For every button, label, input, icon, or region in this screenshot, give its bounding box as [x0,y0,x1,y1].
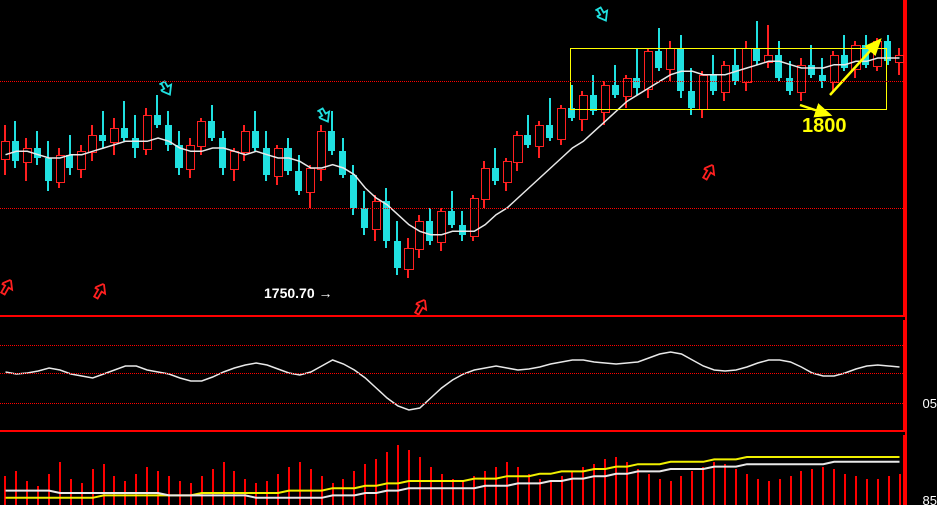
candle-body [143,115,152,150]
buy-arrow-icon [90,281,115,306]
candle-body [1,141,10,160]
candle-body [263,148,270,175]
price-hline [0,208,905,209]
candle-body [208,121,215,138]
chart-root: 1750.70 → 1800 05 85 [0,0,937,505]
candle-body [88,135,97,154]
candle-body [339,151,346,174]
buy-arrow-icon [699,162,724,187]
buy-arrow-icon [411,297,436,322]
candle-body [165,125,172,145]
volume-panel[interactable] [0,435,905,505]
osc-hline [0,373,905,374]
candle-body [546,125,553,138]
candle-body [132,138,139,148]
candle-body [186,145,195,170]
candle-body [437,211,446,243]
panel-sep-2 [0,430,905,432]
candle-body [56,155,65,184]
candle-body [219,138,226,168]
oscillator-panel[interactable] [0,320,905,430]
candle-body [350,175,357,208]
price-hline [0,81,905,82]
candle-wick [134,115,136,158]
buy-arrow-icon [0,277,21,302]
candle-body [513,135,522,164]
main-price-panel[interactable]: 1750.70 → 1800 [0,0,905,315]
candle-body [895,55,904,64]
sell-arrow-icon [593,1,618,26]
osc-axis-label: 05 [923,396,937,411]
candle-body [328,131,335,151]
candle-body [295,171,302,191]
candle-body [23,148,32,163]
osc-hline [0,403,905,404]
candle-body [197,121,206,146]
candle-body [503,161,512,183]
candle-wick [102,111,104,148]
right-border [905,0,907,505]
volume-ma-overlay [0,435,905,505]
candle-body [121,128,128,138]
candle-body [404,248,413,270]
sell-arrow-icon [315,102,340,127]
candle-body [557,108,566,140]
candle-body [12,141,19,161]
candle-body [99,135,106,142]
candle-body [448,211,455,224]
sell-arrow-icon [157,75,182,100]
candle-body [459,225,466,235]
candle-body [492,168,499,181]
candle-body [45,158,52,181]
candle-body [274,148,283,177]
candle-body [66,155,73,168]
candle-body [415,221,424,250]
candle-body [110,128,119,143]
candle-body [306,168,315,193]
osc-hline [0,345,905,346]
oscillator-line [0,320,905,430]
candle-body [372,201,381,230]
candle-body [230,151,239,170]
candle-body [317,131,326,170]
candle-body [361,208,368,228]
candle-body [470,198,479,237]
candle-body [252,131,259,148]
candle-body [77,151,86,170]
candle-body [34,148,41,158]
vol-axis-label: 85 [923,493,937,505]
candle-body [175,145,182,168]
candle-body [154,115,161,125]
candle-body [481,168,490,200]
panel-sep-1 [0,315,905,317]
candle-body [524,135,531,145]
candle-body [535,125,544,147]
highlight-box [570,48,887,110]
candle-body [394,241,401,268]
candle-body [284,148,291,171]
target-price-label: 1800 [802,115,847,138]
low-price-label: 1750.70 → [264,285,333,301]
candle-body [241,131,250,153]
candle-body [426,221,433,241]
